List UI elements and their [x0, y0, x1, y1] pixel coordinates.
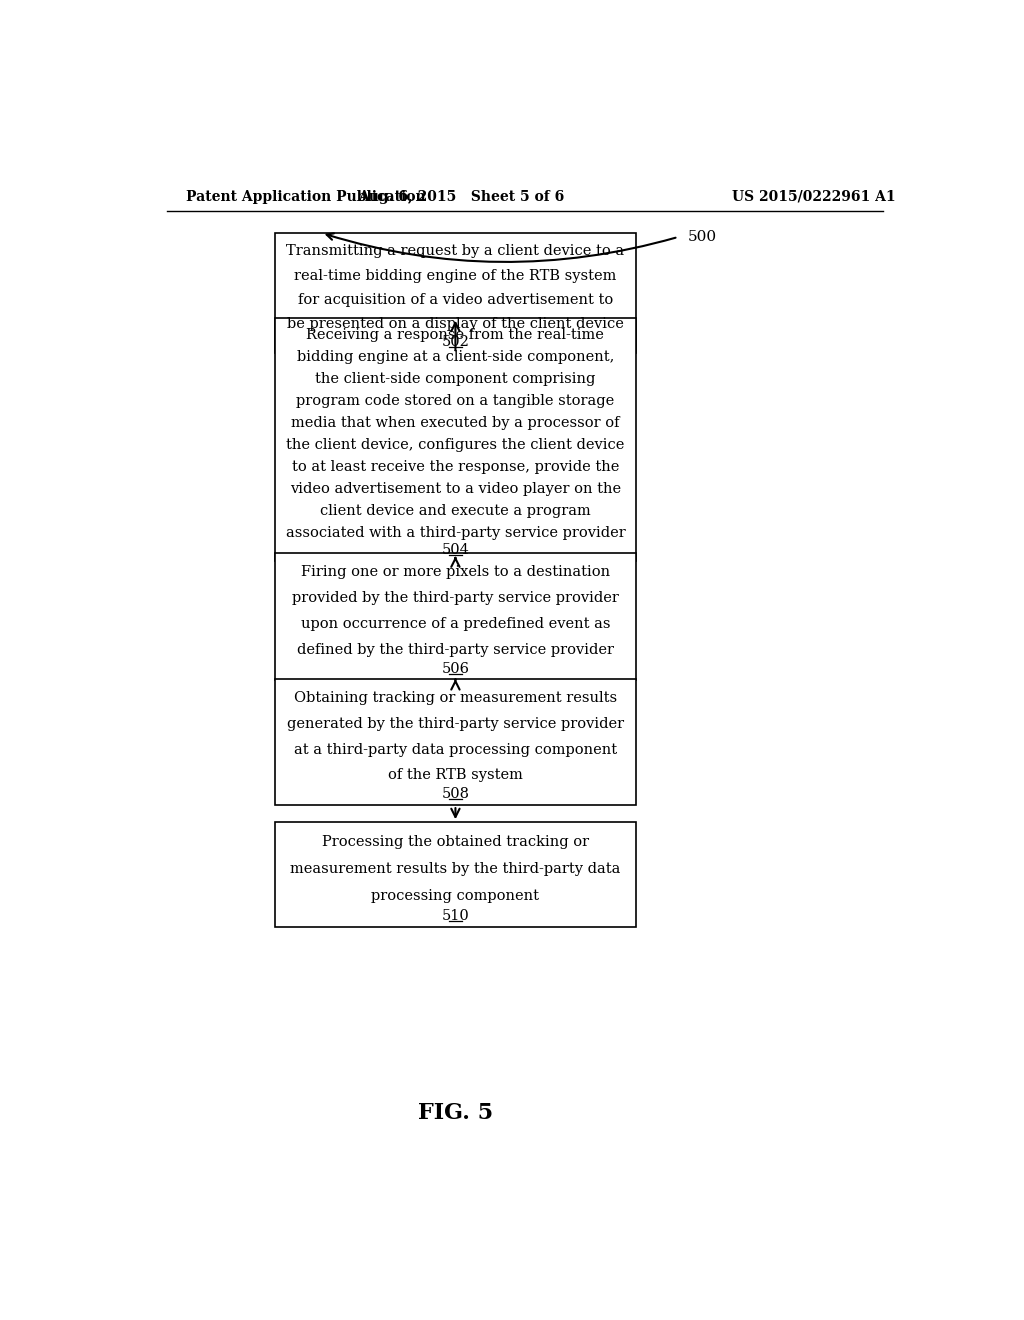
- Bar: [275, 318, 636, 561]
- Text: provided by the third-party service provider: provided by the third-party service prov…: [292, 591, 618, 606]
- Text: Obtaining tracking or measurement results: Obtaining tracking or measurement result…: [294, 690, 617, 705]
- Text: be presented on a display of the client device: be presented on a display of the client …: [287, 317, 624, 331]
- Text: bidding engine at a client-side component,: bidding engine at a client-side componen…: [297, 350, 614, 364]
- Text: the client-side component comprising: the client-side component comprising: [315, 372, 596, 385]
- Text: at a third-party data processing component: at a third-party data processing compone…: [294, 743, 617, 756]
- Text: Transmitting a request by a client device to a: Transmitting a request by a client devic…: [287, 244, 625, 259]
- Text: Firing one or more pixels to a destination: Firing one or more pixels to a destinati…: [301, 565, 610, 579]
- Text: defined by the third-party service provider: defined by the third-party service provi…: [297, 643, 614, 657]
- Text: measurement results by the third-party data: measurement results by the third-party d…: [290, 862, 621, 876]
- Text: client device and execute a program: client device and execute a program: [321, 504, 591, 519]
- Bar: [275, 678, 636, 805]
- Text: 508: 508: [441, 788, 469, 801]
- Text: media that when executed by a processor of: media that when executed by a processor …: [291, 416, 620, 430]
- Text: associated with a third-party service provider: associated with a third-party service pr…: [286, 527, 626, 540]
- Text: 500: 500: [687, 230, 717, 244]
- Text: processing component: processing component: [372, 890, 540, 903]
- Text: Patent Application Publication: Patent Application Publication: [186, 190, 426, 203]
- Text: 506: 506: [441, 661, 469, 676]
- Bar: [275, 553, 636, 680]
- Text: 504: 504: [441, 544, 469, 557]
- Text: video advertisement to a video player on the: video advertisement to a video player on…: [290, 482, 621, 496]
- Bar: [275, 822, 636, 927]
- Text: generated by the third-party service provider: generated by the third-party service pro…: [287, 717, 624, 731]
- Text: 502: 502: [441, 335, 469, 350]
- Text: Receiving a response from the real-time: Receiving a response from the real-time: [306, 327, 604, 342]
- Text: to at least receive the response, provide the: to at least receive the response, provid…: [292, 461, 620, 474]
- Text: upon occurrence of a predefined event as: upon occurrence of a predefined event as: [301, 616, 610, 631]
- Bar: [275, 234, 636, 354]
- Text: US 2015/0222961 A1: US 2015/0222961 A1: [732, 190, 896, 203]
- Text: program code stored on a tangible storage: program code stored on a tangible storag…: [296, 395, 614, 408]
- Text: Aug. 6, 2015   Sheet 5 of 6: Aug. 6, 2015 Sheet 5 of 6: [358, 190, 564, 203]
- Text: of the RTB system: of the RTB system: [388, 768, 523, 783]
- Text: the client device, configures the client device: the client device, configures the client…: [287, 438, 625, 451]
- Text: for acquisition of a video advertisement to: for acquisition of a video advertisement…: [298, 293, 613, 306]
- Text: 510: 510: [441, 909, 469, 923]
- Text: real-time bidding engine of the RTB system: real-time bidding engine of the RTB syst…: [294, 269, 616, 282]
- Text: FIG. 5: FIG. 5: [418, 1102, 493, 1125]
- Text: Processing the obtained tracking or: Processing the obtained tracking or: [322, 836, 589, 849]
